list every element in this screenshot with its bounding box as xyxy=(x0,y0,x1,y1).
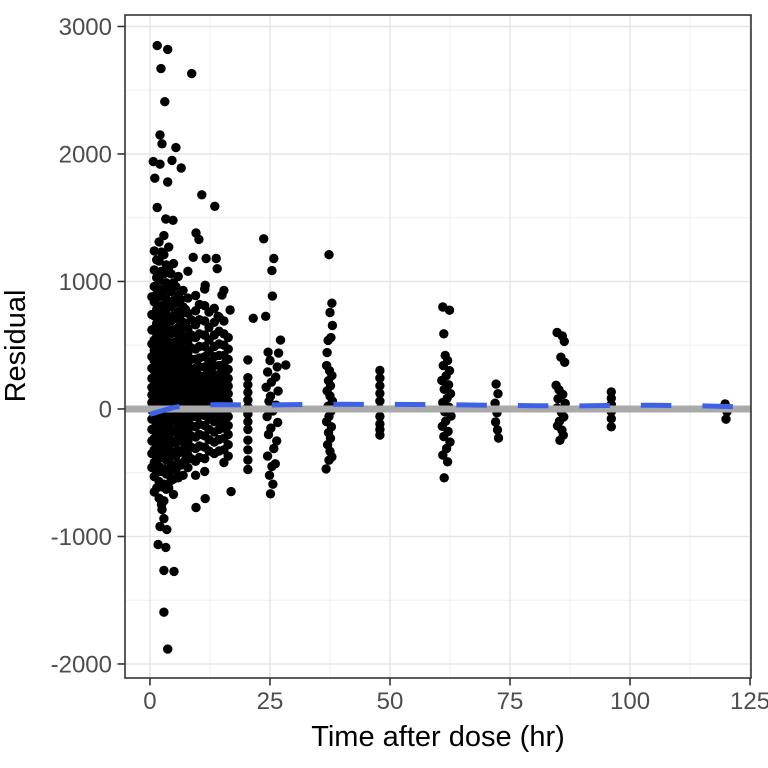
smooth-trend-dashed-line xyxy=(149,401,736,417)
x-tick-label: 125 xyxy=(730,688,768,715)
x-tick-label: 50 xyxy=(377,688,404,715)
y-tick-label: 2000 xyxy=(59,141,112,168)
gridlines xyxy=(125,15,751,678)
y-tick-label: 3000 xyxy=(59,14,112,41)
x-axis-title: Time after dose (hr) xyxy=(311,721,565,753)
x-tick-label: 100 xyxy=(610,688,650,715)
y-axis-title: Residual xyxy=(0,290,32,403)
y-tick-label: 1000 xyxy=(59,269,112,296)
panel-border xyxy=(124,14,752,679)
data-points xyxy=(147,40,732,654)
x-tick-label: 75 xyxy=(497,688,524,715)
x-tick-label: 0 xyxy=(143,688,156,715)
x-tick-label: 25 xyxy=(257,688,284,715)
y-tick-label: 0 xyxy=(99,396,112,423)
y-tick-label: -2000 xyxy=(51,651,112,678)
y-tick-label: -1000 xyxy=(51,524,112,551)
axis-ticks-and-labels: 0 25 50 75 100 125 3000 2000 1000 0 -1000 -2000 xyxy=(51,14,768,715)
